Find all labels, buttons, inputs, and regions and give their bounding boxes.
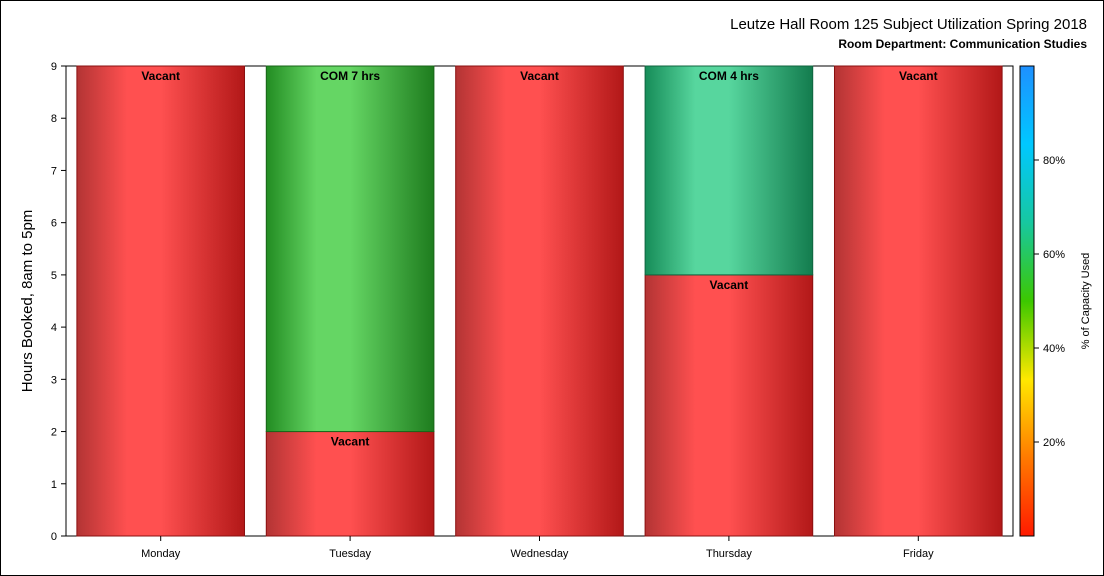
bar-tuesday-vacant <box>265 431 435 537</box>
colorbar: 20% 40% 60% 80% <box>1019 65 1065 537</box>
bar-tuesday-com-7-hrs <box>265 65 435 433</box>
colorbar-tick-label: 80% <box>1043 155 1065 167</box>
plot-area: 0 1 2 3 4 5 6 7 8 9 Vacant Monday Vacant COM 7 hrs Tue… <box>51 61 1014 560</box>
colorbar-tick-label: 20% <box>1043 437 1065 449</box>
colorbar-tick-label: 40% <box>1043 343 1065 355</box>
x-tick-label-tuesday: Tuesday <box>329 548 371 560</box>
colorbar-title: % of Capacity Used <box>1080 253 1092 350</box>
bar-label-wednesday-vacant: Vacant <box>520 69 559 83</box>
bar-wednesday-vacant <box>455 65 624 537</box>
chart-subtitle: Room Department: Communication Studies <box>838 37 1087 51</box>
bar-thursday-com-4-hrs <box>644 65 814 276</box>
y-tick-label: 0 <box>51 531 57 543</box>
colorbar-tick-label: 60% <box>1043 249 1065 261</box>
y-tick-label: 7 <box>51 165 57 177</box>
bar-label-monday-vacant: Vacant <box>141 69 180 83</box>
bar-thursday-vacant <box>644 274 814 537</box>
y-tick-label: 6 <box>51 218 57 230</box>
x-tick-label-thursday: Thursday <box>706 548 752 560</box>
y-tick-label: 1 <box>51 479 57 491</box>
x-tick-label-friday: Friday <box>903 548 934 560</box>
y-axis-title: Hours Booked, 8am to 5pm <box>19 210 36 393</box>
bar-label-tuesday-vacant: Vacant <box>331 435 370 449</box>
colorbar-ramp <box>1019 65 1035 537</box>
bar-monday-vacant <box>76 65 246 537</box>
bar-label-tuesday-com-7-hrs: COM 7 hrs <box>320 69 380 83</box>
y-tick-label: 4 <box>51 322 57 334</box>
bar-label-thursday-vacant: Vacant <box>710 278 749 292</box>
y-tick-label: 8 <box>51 113 57 125</box>
x-tick-label-monday: Monday <box>141 548 181 560</box>
y-tick-label: 2 <box>51 427 57 439</box>
bar-friday-vacant <box>833 65 1003 537</box>
x-tick-label-wednesday: Wednesday <box>511 548 569 560</box>
y-tick-label: 3 <box>51 374 57 386</box>
y-tick-label: 9 <box>51 61 57 73</box>
bar-label-thursday-com-4-hrs: COM 4 hrs <box>699 69 759 83</box>
bar-label-friday-vacant: Vacant <box>899 69 938 83</box>
y-tick-label: 5 <box>51 270 57 282</box>
chart-title: Leutze Hall Room 125 Subject Utilization… <box>730 16 1087 33</box>
